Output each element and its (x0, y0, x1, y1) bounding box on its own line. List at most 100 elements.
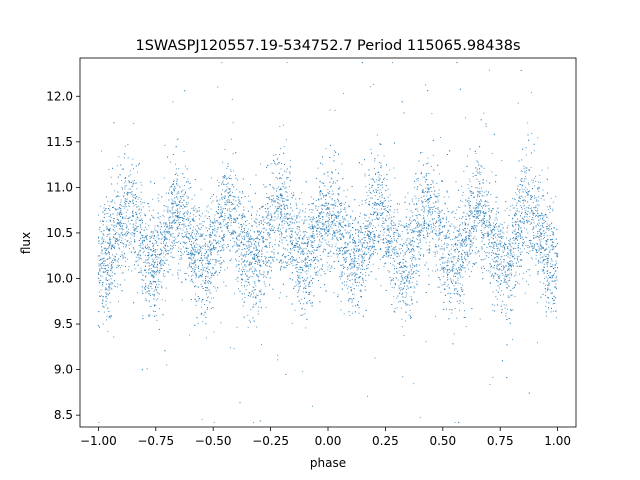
data-point (331, 246, 333, 248)
data-point (330, 255, 332, 257)
data-point (474, 214, 476, 215)
data-point (157, 261, 159, 263)
data-point (339, 228, 341, 230)
data-point (365, 279, 367, 281)
data-point (198, 233, 200, 235)
data-point (100, 289, 102, 291)
data-point (138, 205, 140, 207)
data-point (101, 242, 103, 244)
data-point (477, 206, 479, 208)
data-point (387, 241, 389, 243)
data-point (485, 200, 487, 201)
data-point (149, 262, 150, 264)
data-point (142, 201, 144, 203)
data-point (135, 201, 137, 203)
data-point (346, 284, 347, 286)
data-point (457, 206, 459, 208)
data-point (402, 245, 404, 247)
data-point (476, 178, 478, 180)
data-point (367, 224, 369, 226)
data-point (189, 222, 191, 224)
data-point (234, 293, 236, 295)
data-point (484, 201, 486, 202)
data-point (409, 217, 411, 219)
data-point (408, 274, 410, 276)
data-point (347, 292, 349, 294)
data-point (236, 210, 238, 212)
data-point (273, 160, 275, 162)
data-point (217, 222, 219, 224)
data-point (271, 172, 273, 174)
data-point (312, 234, 314, 236)
data-point (242, 266, 244, 268)
data-point (525, 244, 527, 246)
data-point (509, 209, 511, 211)
data-point (286, 195, 288, 197)
data-point (290, 241, 292, 243)
data-point (213, 221, 215, 223)
data-point (197, 244, 199, 246)
data-point (152, 264, 154, 266)
data-point (373, 213, 374, 215)
data-point (163, 216, 165, 218)
data-point (205, 337, 207, 339)
data-point (178, 201, 180, 203)
data-point (114, 230, 116, 232)
data-point (347, 189, 349, 191)
data-point (186, 214, 188, 216)
data-point (482, 182, 484, 184)
data-point (180, 248, 182, 250)
data-point (327, 189, 329, 191)
data-point (255, 285, 257, 287)
data-point (377, 172, 379, 174)
data-point (404, 251, 406, 253)
data-point (165, 249, 167, 251)
data-point (370, 246, 372, 248)
data-point (268, 222, 269, 224)
data-point (535, 215, 537, 217)
data-point (502, 250, 504, 252)
data-point (180, 252, 182, 254)
data-point (555, 260, 557, 262)
data-point (547, 278, 549, 280)
data-point (153, 231, 154, 233)
data-point (288, 263, 290, 265)
data-point (183, 217, 185, 219)
data-point (411, 212, 413, 214)
data-point (238, 239, 240, 241)
data-point (236, 326, 238, 328)
data-point (277, 205, 279, 207)
data-point (111, 201, 113, 203)
data-point (324, 228, 326, 230)
data-point (288, 252, 290, 253)
data-point (265, 216, 267, 218)
data-point (475, 217, 477, 219)
data-point (139, 246, 141, 248)
data-point (525, 154, 527, 156)
data-point (137, 256, 139, 258)
data-point (520, 205, 522, 207)
data-point (483, 215, 485, 216)
data-point (499, 242, 501, 244)
data-point (530, 92, 532, 93)
data-point (110, 238, 112, 240)
data-point (368, 230, 370, 232)
data-point (207, 282, 209, 284)
data-point (286, 263, 288, 265)
data-point (335, 246, 337, 247)
data-point (250, 230, 251, 231)
data-point (207, 205, 209, 207)
data-point (401, 277, 403, 279)
data-point (522, 245, 524, 247)
data-point (203, 314, 205, 316)
data-point (371, 238, 373, 240)
data-point (518, 261, 520, 263)
data-point (546, 244, 548, 246)
data-point (428, 184, 429, 186)
data-point (497, 261, 499, 263)
data-point (358, 285, 360, 287)
data-point (321, 212, 323, 214)
data-point (465, 215, 467, 217)
data-point (318, 245, 320, 247)
data-point (220, 322, 222, 324)
